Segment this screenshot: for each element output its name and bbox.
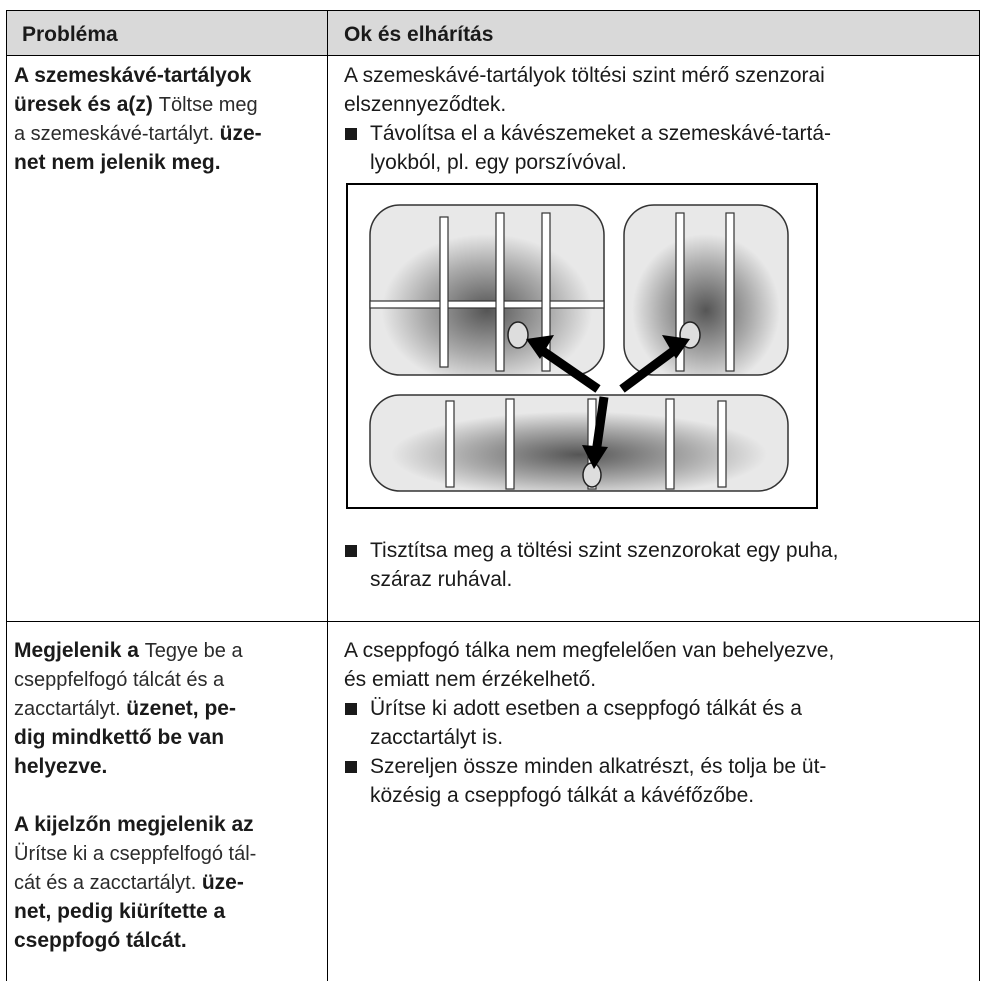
text-line: A cseppfogó tálka nem megfelelően van be… — [344, 639, 835, 662]
text-line: Tisztítsa meg a töltési szint szenzoroka… — [370, 539, 839, 562]
text-run: cseppfogó tálcát. — [14, 929, 187, 952]
text-run: net, pedig kiürítette a — [14, 900, 226, 923]
text-line: száraz ruhával. — [370, 568, 513, 591]
text-line: zacctartályt is. — [370, 726, 504, 749]
intro: A szemeskávé-tartályok töltési szint mér… — [344, 61, 838, 119]
text-line: dig mindkettő be van — [14, 723, 256, 752]
text-line: lyokból, pl. egy porszívóval. — [370, 151, 627, 174]
text-line: A szemeskávé-tartályok töltési szint mér… — [344, 64, 825, 87]
text-run: üze- — [201, 871, 244, 894]
text-line: Megjelenik a Tegye be a — [14, 636, 256, 665]
text-run: Tegye be a — [144, 640, 243, 662]
text-line: Ürítse ki a cseppfelfogó tál- — [14, 839, 256, 868]
solution-cell: A cseppfogó tálka nem megfelelően van be… — [344, 636, 834, 810]
text-line: A szemeskávé-tartályok — [14, 61, 262, 90]
text-line: cseppfogó tálcát. — [14, 926, 256, 955]
intro: A cseppfogó tálka nem megfelelően van be… — [344, 636, 834, 694]
solution-cell: A szemeskávé-tartályok töltési szint mér… — [344, 61, 838, 594]
text-line: Szereljen össze minden alkatrészt, és to… — [370, 755, 827, 778]
text-run: Megjelenik a — [14, 639, 145, 662]
border — [6, 10, 7, 981]
text-run: üze- — [219, 122, 262, 145]
text-run: zacctartályt. — [14, 698, 127, 720]
text-run: a szemeskávé-tartályt. — [14, 123, 220, 145]
text-line: Távolítsa el a kávészemeket a szemeskávé… — [370, 122, 832, 145]
problem-paragraph: Megjelenik a Tegye be a cseppfelfogó tálc… — [14, 636, 256, 781]
text-line: Ürítse ki adott esetben a cseppfogó tálk… — [370, 697, 802, 720]
text-run: üzenet, pe- — [126, 697, 236, 720]
table-header — [6, 10, 980, 56]
illustration — [346, 183, 818, 509]
bullet: Ürítse ki adott esetben a cseppfogó tálk… — [344, 694, 834, 752]
text-run: A kijelzőn megjelenik az — [14, 813, 254, 836]
border — [327, 10, 328, 981]
text-line: és emiatt nem érzékelhető. — [344, 668, 597, 691]
header-problem: Probléma — [22, 23, 118, 46]
problem-paragraph: A szemeskávé-tartályok üresek és a(z) Töl… — [14, 61, 262, 177]
text-run: cseppfelfogó tálcát és a — [14, 669, 225, 691]
text-line: net, pedig kiürítette a — [14, 897, 256, 926]
text-line: helyezve. — [14, 752, 256, 781]
text-run: helyezve. — [14, 755, 108, 778]
text-line: zacctartályt. üzenet, pe- — [14, 694, 256, 723]
header-solution: Ok és elhárítás — [344, 23, 494, 46]
text-run: Töltse meg — [158, 94, 258, 116]
text-line: üresek és a(z) Töltse meg — [14, 90, 262, 119]
problem-paragraph: A kijelzőn megjelenik az Ürítse ki a csep… — [14, 810, 256, 955]
text-run: Ürítse ki a cseppfelfogó tál- — [14, 843, 257, 865]
text-run: dig mindkettő be van — [14, 726, 225, 749]
text-line: net nem jelenik meg. — [14, 148, 262, 177]
text-run: net nem jelenik meg. — [14, 151, 221, 174]
border — [979, 10, 980, 981]
text-line: cseppfelfogó tálcát és a — [14, 665, 256, 694]
text-run: üresek és a(z) — [14, 93, 159, 116]
text-run: cát és a zacctartályt. — [14, 872, 202, 894]
text-line: a szemeskávé-tartályt. üze- — [14, 119, 262, 148]
text-run: A szemeskávé-tartályok — [14, 64, 252, 87]
bullet: Szereljen össze minden alkatrészt, és to… — [344, 752, 834, 810]
problem-cell: A szemeskávé-tartályok üresek és a(z) Töl… — [14, 61, 262, 177]
text-line: közésig a cseppfogó tálkát a kávéfőzőbe. — [370, 784, 755, 807]
text-line: elszennyeződtek. — [344, 93, 507, 116]
bullet: Távolítsa el a kávészemeket a szemeskávé… — [344, 119, 838, 177]
border — [6, 621, 980, 622]
problem-cell: Megjelenik a Tegye be a cseppfelfogó tálc… — [14, 636, 256, 955]
text-line: A kijelzőn megjelenik az — [14, 810, 256, 839]
text-line: cát és a zacctartályt. üze- — [14, 868, 256, 897]
bullet: Tisztítsa meg a töltési szint szenzoroka… — [344, 536, 838, 594]
